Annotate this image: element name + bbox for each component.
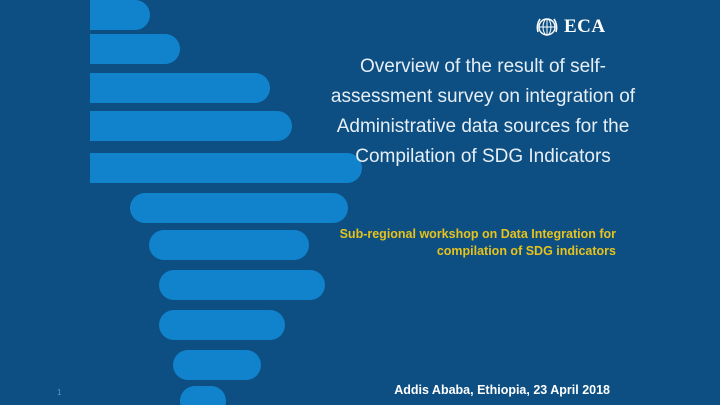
graphic-bar xyxy=(90,73,270,103)
graphic-bar xyxy=(180,386,226,405)
graphic-bar xyxy=(159,310,285,340)
slide-footer-location-date: Addis Ababa, Ethiopia, 23 April 2018 xyxy=(394,383,610,397)
slide-subtitle: Sub-regional workshop on Data Integratio… xyxy=(339,227,616,258)
graphic-bar xyxy=(90,0,150,30)
eca-logo: ECA xyxy=(534,14,606,40)
slide-title: Overview of the result of self-assessmen… xyxy=(330,56,636,167)
graphic-bar xyxy=(149,230,309,260)
logo-text: ECA xyxy=(564,16,606,37)
graphic-bar xyxy=(90,111,292,141)
graphic-bar xyxy=(159,270,325,300)
graphic-bar xyxy=(90,153,362,183)
graphic-bar xyxy=(130,193,348,223)
un-emblem-icon xyxy=(536,18,558,36)
graphic-bar xyxy=(90,34,180,64)
graphic-bar xyxy=(173,350,261,380)
slide-number: 1 xyxy=(57,388,62,397)
